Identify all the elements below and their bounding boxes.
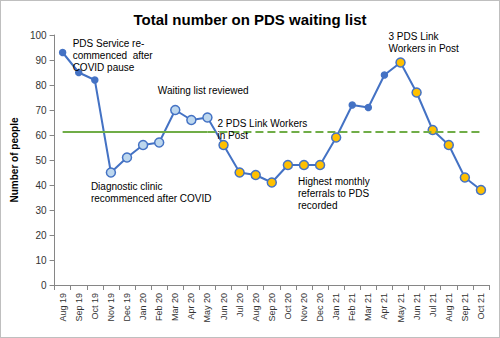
svg-text:recorded: recorded: [298, 200, 337, 211]
svg-text:referrals to PDS: referrals to PDS: [298, 188, 369, 199]
svg-text:Sep 19: Sep 19: [74, 293, 84, 322]
svg-text:Workers in Post: Workers in Post: [389, 43, 460, 54]
svg-text:Jul 20: Jul 20: [235, 293, 245, 317]
svg-text:0: 0: [41, 280, 47, 291]
svg-text:100: 100: [30, 30, 47, 41]
svg-text:recommenced after COVID: recommenced after COVID: [91, 193, 212, 204]
svg-text:60: 60: [35, 130, 47, 141]
svg-text:Apr 21: Apr 21: [379, 293, 389, 320]
svg-text:2 PDS Link Workers: 2 PDS Link Workers: [217, 118, 307, 129]
svg-text:Nov 20: Nov 20: [299, 293, 309, 322]
svg-text:Aug 19: Aug 19: [58, 293, 68, 322]
svg-text:Diagnostic clinic: Diagnostic clinic: [91, 181, 163, 192]
svg-text:50: 50: [35, 155, 47, 166]
svg-text:Jul 21: Jul 21: [428, 293, 438, 317]
svg-text:30: 30: [35, 205, 47, 216]
svg-text:Oct 19: Oct 19: [90, 293, 100, 320]
svg-text:May 21: May 21: [396, 293, 406, 323]
svg-text:Aug 20: Aug 20: [251, 293, 261, 322]
svg-text:Jun 21: Jun 21: [412, 293, 422, 320]
svg-text:Number of people: Number of people: [9, 117, 20, 202]
svg-text:Oct 20: Oct 20: [283, 293, 293, 320]
svg-text:20: 20: [35, 230, 47, 241]
svg-text:May 20: May 20: [202, 293, 212, 323]
svg-text:in Post: in Post: [217, 130, 248, 141]
svg-text:COVID pause: COVID pause: [73, 62, 135, 73]
svg-text:Sep 21: Sep 21: [460, 293, 470, 322]
svg-text:Mar 21: Mar 21: [363, 293, 373, 321]
svg-text:70: 70: [35, 105, 47, 116]
svg-text:Feb 21: Feb 21: [347, 293, 357, 321]
svg-text:Mar 20: Mar 20: [170, 293, 180, 321]
svg-text:Jan 21: Jan 21: [331, 293, 341, 320]
svg-text:Jan 20: Jan 20: [138, 293, 148, 320]
svg-text:Dec 20: Dec 20: [315, 293, 325, 322]
svg-text:Nov 19: Nov 19: [106, 293, 116, 322]
svg-text:Waiting list reviewed: Waiting list reviewed: [158, 85, 249, 96]
svg-text:Highest monthly: Highest monthly: [298, 176, 370, 187]
svg-text:Dec 19: Dec 19: [122, 293, 132, 322]
svg-text:Jun 20: Jun 20: [219, 293, 229, 320]
svg-text:PDS Service re-: PDS Service re-: [73, 38, 145, 49]
svg-text:Apr 20: Apr 20: [186, 293, 196, 320]
svg-text:Aug 21: Aug 21: [444, 293, 454, 322]
svg-text:Feb 20: Feb 20: [154, 293, 164, 321]
svg-text:40: 40: [35, 180, 47, 191]
svg-text:Sep 20: Sep 20: [267, 293, 277, 322]
svg-text:Total number on PDS waiting li: Total number on PDS waiting list: [133, 11, 366, 28]
svg-text:10: 10: [35, 255, 47, 266]
svg-text:3 PDS Link: 3 PDS Link: [389, 31, 440, 42]
svg-text:commenced after: commenced after: [73, 50, 154, 61]
svg-text:Oct 21: Oct 21: [476, 293, 486, 320]
svg-text:90: 90: [35, 55, 47, 66]
svg-text:80: 80: [35, 80, 47, 91]
